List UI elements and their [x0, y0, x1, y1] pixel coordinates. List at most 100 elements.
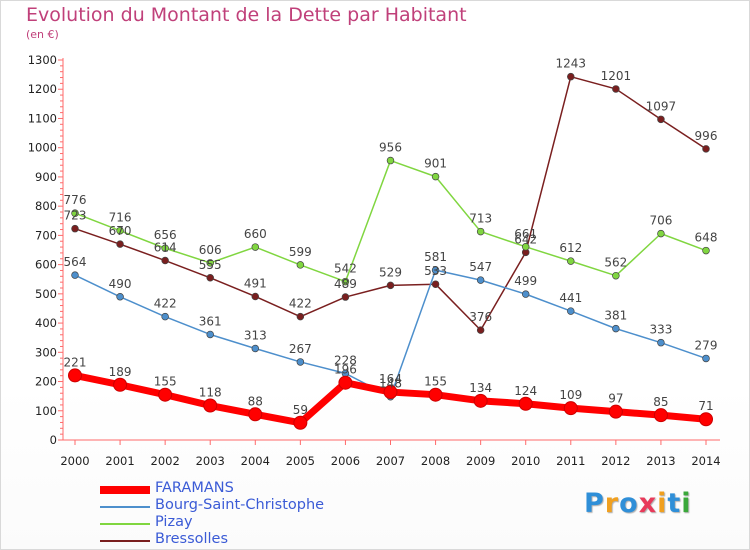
data-point — [702, 145, 710, 153]
y-tick-label: 400 — [35, 316, 57, 330]
data-point — [699, 412, 713, 427]
data-label: 581 — [424, 250, 447, 264]
data-label: 706 — [649, 214, 672, 228]
unit-label: (en €) — [26, 28, 59, 41]
data-point — [296, 358, 305, 366]
data-label: 85 — [653, 395, 668, 409]
legend-item: FARAMANS — [100, 480, 360, 499]
data-label: 661 — [514, 227, 537, 241]
data-point — [161, 244, 169, 252]
y-tick-label: 900 — [35, 170, 57, 184]
x-tick-label: 2002 — [151, 454, 180, 468]
data-point — [161, 256, 169, 265]
data-label: 996 — [695, 129, 718, 143]
data-label: 59 — [293, 403, 308, 417]
data-point — [116, 293, 124, 301]
data-label: 97 — [608, 392, 623, 406]
data-label: 376 — [469, 310, 492, 324]
data-point — [702, 354, 710, 363]
data-label: 109 — [559, 388, 582, 402]
data-point — [657, 338, 665, 347]
data-label: 648 — [695, 231, 718, 245]
data-point — [341, 277, 350, 286]
data-label: 499 — [514, 274, 537, 288]
y-tick-label: 600 — [35, 258, 57, 272]
logo-letter: o — [619, 488, 639, 519]
data-point — [248, 407, 263, 422]
logo-letter: i — [657, 488, 668, 519]
data-point — [113, 377, 128, 392]
data-label: 164 — [379, 372, 402, 386]
data-point — [612, 85, 620, 93]
y-tick-label: 1000 — [28, 141, 57, 155]
legend-swatch — [100, 523, 150, 525]
data-point — [431, 172, 440, 181]
data-label: 599 — [289, 245, 312, 259]
data-label: 441 — [559, 291, 582, 305]
data-label: 491 — [244, 276, 267, 290]
data-point — [608, 404, 623, 419]
data-point — [476, 326, 485, 334]
data-point — [431, 266, 440, 274]
data-point — [71, 224, 79, 233]
data-label: 88 — [248, 394, 263, 408]
data-label: 228 — [334, 353, 357, 367]
data-point — [476, 227, 485, 236]
proxiti-logo: Proxiti — [584, 488, 692, 519]
y-tick-label: 1300 — [28, 53, 57, 67]
y-tick-label: 700 — [35, 228, 57, 242]
data-label: 713 — [469, 212, 492, 226]
data-label: 189 — [109, 365, 132, 379]
data-point — [386, 281, 395, 290]
data-label: 1201 — [601, 69, 632, 83]
data-label: 490 — [109, 277, 132, 291]
data-label: 542 — [334, 262, 357, 276]
data-point — [567, 72, 575, 81]
y-tick-label: 0 — [50, 433, 57, 447]
data-label: 381 — [604, 309, 627, 323]
data-label: 562 — [604, 256, 627, 270]
data-label: 723 — [64, 209, 87, 223]
legend-label: Pizay — [155, 514, 193, 530]
data-label: 614 — [154, 241, 177, 255]
y-tick-label: 200 — [35, 375, 57, 389]
data-point — [521, 290, 530, 298]
data-point — [657, 115, 665, 124]
data-point — [251, 243, 260, 251]
x-tick-label: 2013 — [646, 454, 675, 468]
data-label: 267 — [289, 342, 312, 356]
x-tick-label: 2006 — [331, 454, 360, 468]
data-label: 564 — [64, 255, 87, 269]
data-label: 612 — [559, 241, 582, 255]
data-label: 1097 — [646, 99, 677, 113]
data-label: 196 — [334, 363, 357, 377]
data-point — [161, 312, 169, 321]
data-point — [431, 280, 440, 288]
logo-letter: x — [638, 488, 658, 519]
y-tick-label: 800 — [35, 199, 57, 213]
x-tick-label: 2008 — [421, 454, 450, 468]
chart-title: Evolution du Montant de la Dette par Hab… — [26, 4, 467, 26]
data-label: 956 — [379, 141, 402, 155]
data-label: 547 — [469, 260, 492, 274]
data-point — [116, 226, 124, 235]
data-point — [203, 398, 218, 413]
data-point — [567, 307, 575, 315]
data-label: 776 — [64, 193, 87, 207]
legend-swatch — [100, 486, 150, 494]
x-tick-label: 2011 — [556, 454, 585, 468]
series-line-bressolles — [74, 75, 707, 331]
x-tick-label: 2004 — [241, 454, 270, 468]
data-label: 555 — [199, 258, 222, 272]
data-label: 489 — [334, 277, 357, 291]
data-point — [702, 246, 710, 255]
data-label: 148 — [379, 377, 402, 391]
data-point — [71, 209, 79, 217]
data-point — [68, 368, 82, 383]
legend-item: Bressolles — [100, 531, 360, 550]
data-label: 118 — [199, 386, 222, 400]
legend-item: Pizay — [100, 514, 360, 533]
data-point — [116, 240, 124, 248]
